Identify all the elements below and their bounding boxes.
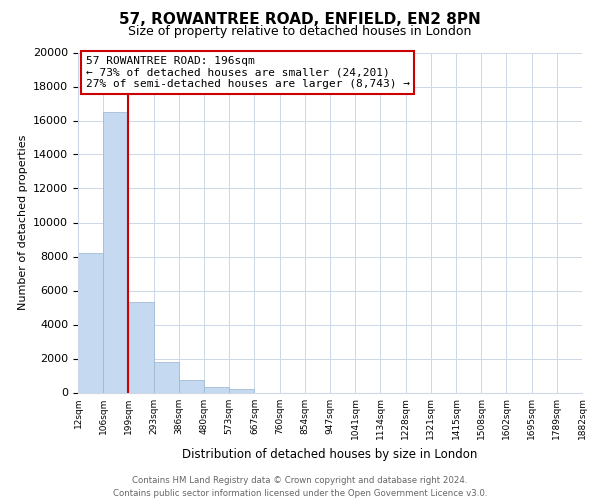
X-axis label: Distribution of detached houses by size in London: Distribution of detached houses by size … xyxy=(182,448,478,461)
Y-axis label: Number of detached properties: Number of detached properties xyxy=(17,135,28,310)
Text: 57, ROWANTREE ROAD, ENFIELD, EN2 8PN: 57, ROWANTREE ROAD, ENFIELD, EN2 8PN xyxy=(119,12,481,28)
Bar xyxy=(154,362,179,392)
Bar xyxy=(229,389,254,392)
Text: Size of property relative to detached houses in London: Size of property relative to detached ho… xyxy=(128,25,472,38)
Bar xyxy=(204,388,229,392)
Bar xyxy=(103,112,128,392)
Bar xyxy=(78,253,103,392)
Bar xyxy=(128,302,154,392)
Bar xyxy=(179,380,204,392)
Text: Contains HM Land Registry data © Crown copyright and database right 2024.
Contai: Contains HM Land Registry data © Crown c… xyxy=(113,476,487,498)
Text: 57 ROWANTREE ROAD: 196sqm
← 73% of detached houses are smaller (24,201)
27% of s: 57 ROWANTREE ROAD: 196sqm ← 73% of detac… xyxy=(86,56,410,89)
